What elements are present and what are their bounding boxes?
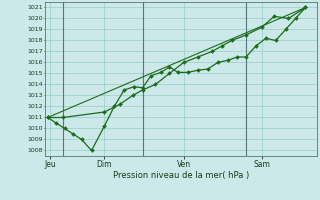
X-axis label: Pression niveau de la mer( hPa ): Pression niveau de la mer( hPa ) xyxy=(113,171,249,180)
